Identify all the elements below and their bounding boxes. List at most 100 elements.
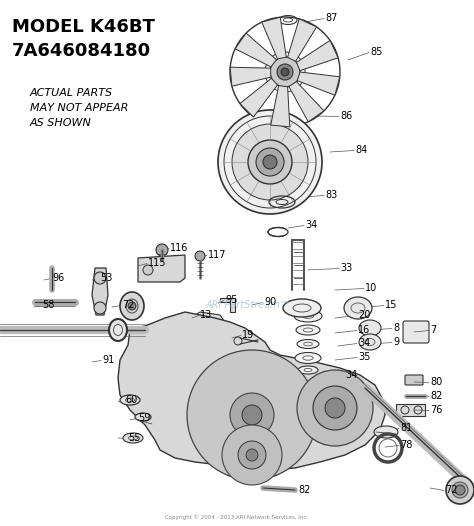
Text: 83: 83 <box>325 190 337 200</box>
Polygon shape <box>220 298 235 312</box>
Ellipse shape <box>359 320 381 336</box>
Text: 84: 84 <box>355 145 367 155</box>
Ellipse shape <box>109 319 127 341</box>
Polygon shape <box>297 72 340 95</box>
Text: 15: 15 <box>385 300 397 310</box>
Ellipse shape <box>374 426 398 438</box>
Polygon shape <box>297 41 338 70</box>
FancyBboxPatch shape <box>403 321 429 343</box>
Text: 90: 90 <box>264 297 276 307</box>
Text: 58: 58 <box>42 300 55 310</box>
Polygon shape <box>288 19 317 62</box>
Polygon shape <box>240 78 277 117</box>
Circle shape <box>232 124 308 200</box>
Text: 87: 87 <box>325 13 337 23</box>
Circle shape <box>263 155 277 169</box>
Circle shape <box>218 110 322 214</box>
Circle shape <box>325 398 345 418</box>
Circle shape <box>230 393 274 437</box>
Text: MAY NOT APPEAR: MAY NOT APPEAR <box>30 103 128 113</box>
Text: 7A646084180: 7A646084180 <box>12 42 151 60</box>
Circle shape <box>187 350 317 480</box>
Ellipse shape <box>452 482 468 498</box>
Polygon shape <box>289 82 324 122</box>
Circle shape <box>256 148 284 176</box>
Ellipse shape <box>297 339 319 349</box>
Text: 85: 85 <box>370 47 383 57</box>
Text: 59: 59 <box>138 413 150 423</box>
Ellipse shape <box>298 366 318 374</box>
Ellipse shape <box>295 352 321 363</box>
Text: 20: 20 <box>358 310 370 320</box>
Ellipse shape <box>283 299 321 317</box>
Text: 91: 91 <box>102 355 114 365</box>
Text: AS SHOWN: AS SHOWN <box>30 118 92 128</box>
Text: 7: 7 <box>430 325 436 335</box>
Text: 8: 8 <box>393 323 399 333</box>
Text: ARI PartStream™: ARI PartStream™ <box>206 300 290 310</box>
Ellipse shape <box>296 325 320 335</box>
Text: 72: 72 <box>445 485 457 495</box>
Circle shape <box>270 57 300 87</box>
Ellipse shape <box>294 310 322 322</box>
Polygon shape <box>138 255 185 282</box>
Circle shape <box>238 441 266 469</box>
Text: 34: 34 <box>305 220 317 230</box>
Text: 53: 53 <box>100 273 112 283</box>
Text: 78: 78 <box>400 440 412 450</box>
Text: 82: 82 <box>298 485 310 495</box>
Circle shape <box>143 265 153 275</box>
Text: 9: 9 <box>393 337 399 347</box>
Ellipse shape <box>120 395 140 405</box>
Ellipse shape <box>359 334 381 350</box>
Polygon shape <box>396 404 425 416</box>
Polygon shape <box>230 67 271 86</box>
Circle shape <box>248 140 292 184</box>
Text: 81: 81 <box>400 423 412 433</box>
Text: 33: 33 <box>340 263 352 273</box>
Ellipse shape <box>135 413 151 421</box>
Text: 82: 82 <box>430 391 442 401</box>
Text: 95: 95 <box>225 295 237 305</box>
Text: 55: 55 <box>128 433 140 443</box>
Circle shape <box>455 485 465 495</box>
Text: 86: 86 <box>340 111 352 121</box>
Text: 116: 116 <box>170 243 188 253</box>
FancyBboxPatch shape <box>405 375 423 385</box>
Circle shape <box>195 251 205 261</box>
Text: 19: 19 <box>242 330 254 340</box>
Ellipse shape <box>123 433 143 443</box>
Ellipse shape <box>344 297 372 319</box>
Circle shape <box>277 64 293 80</box>
Circle shape <box>246 449 258 461</box>
Text: 10: 10 <box>365 283 377 293</box>
Circle shape <box>156 244 168 256</box>
Circle shape <box>281 68 289 76</box>
Text: 115: 115 <box>148 258 166 268</box>
Text: 16: 16 <box>358 325 370 335</box>
Text: 117: 117 <box>208 250 227 260</box>
Circle shape <box>297 370 373 446</box>
Text: 13: 13 <box>200 310 212 320</box>
Circle shape <box>128 302 136 310</box>
Polygon shape <box>92 268 108 315</box>
Text: 60: 60 <box>125 395 137 405</box>
Text: 34: 34 <box>345 370 357 380</box>
Ellipse shape <box>446 476 474 504</box>
Text: Copyright © 2004 - 2013 ARI Network Services, Inc.: Copyright © 2004 - 2013 ARI Network Serv… <box>165 514 309 520</box>
Text: MODEL K46BT: MODEL K46BT <box>12 18 155 36</box>
Text: 80: 80 <box>430 377 442 387</box>
Text: 72: 72 <box>122 300 135 310</box>
Polygon shape <box>235 33 276 67</box>
Text: 35: 35 <box>358 352 370 362</box>
Polygon shape <box>262 17 286 59</box>
Text: ACTUAL PARTS: ACTUAL PARTS <box>30 88 113 98</box>
Polygon shape <box>118 312 385 470</box>
Text: 34: 34 <box>358 338 370 348</box>
Polygon shape <box>271 86 290 127</box>
Circle shape <box>222 425 282 485</box>
Text: 76: 76 <box>430 405 442 415</box>
Ellipse shape <box>120 292 144 320</box>
Polygon shape <box>190 312 225 325</box>
Circle shape <box>94 272 106 284</box>
